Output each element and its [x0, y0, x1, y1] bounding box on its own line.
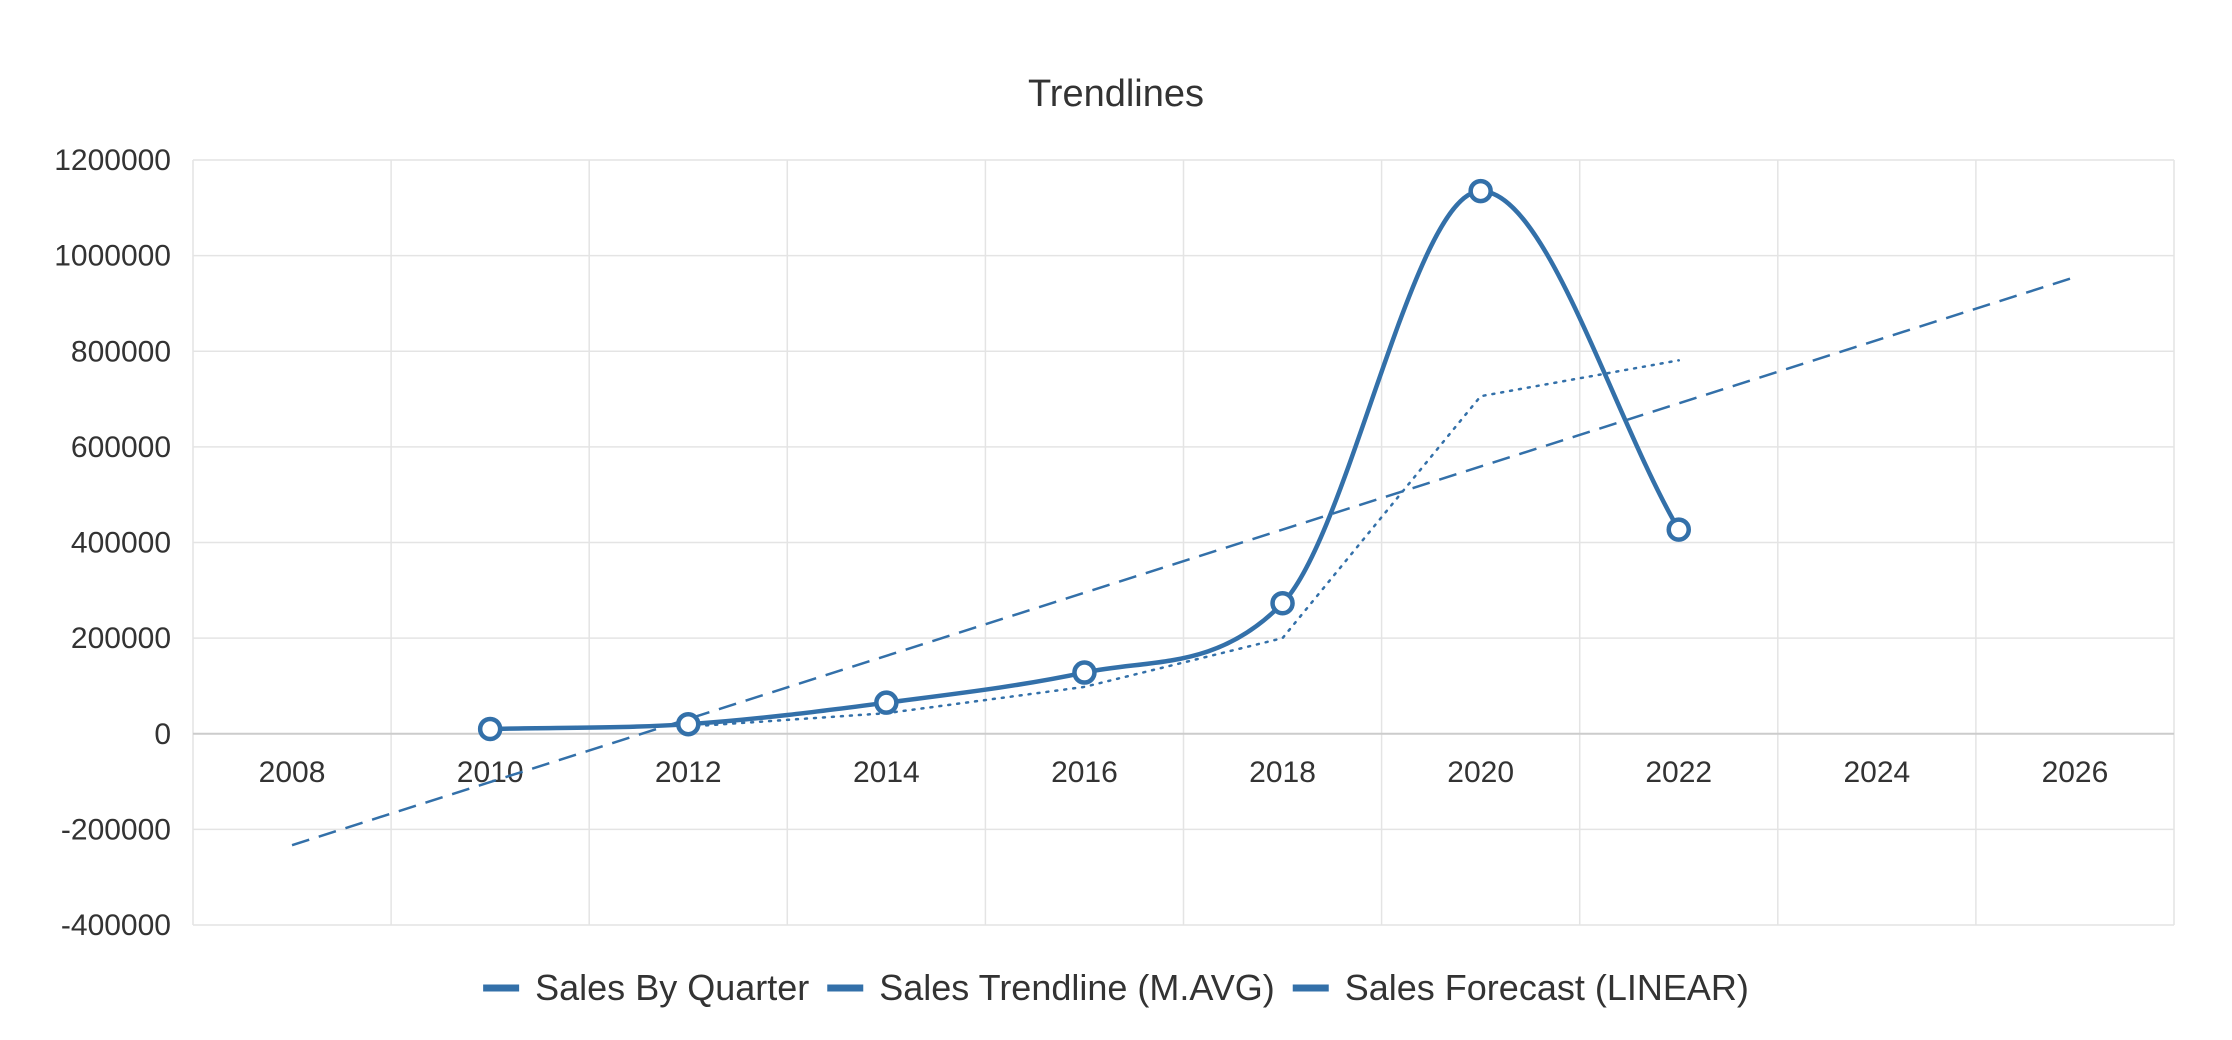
y-tick-label: 800000 [71, 335, 171, 368]
x-tick-label: 2014 [853, 756, 920, 789]
x-tick-label: 2018 [1249, 756, 1316, 789]
legend-item[interactable]: Sales Trendline (M.AVG) [827, 967, 1275, 1008]
data-point[interactable] [1468, 178, 1493, 204]
legend: Sales By Quarter Sales Trendline (M.AVG) S… [483, 967, 1749, 1008]
legend-label: Sales By Quarter [535, 967, 809, 1008]
x-tick-label: 2008 [259, 756, 326, 789]
x-tick-label: 2022 [1645, 756, 1712, 789]
series-line-sales-forecast [291, 275, 2076, 847]
grid [192, 159, 2175, 926]
data-point[interactable] [676, 711, 701, 737]
x-tick-label: 2026 [2042, 756, 2109, 789]
legend-item[interactable]: Sales By Quarter [483, 967, 809, 1008]
y-tick-label: -200000 [61, 813, 171, 846]
x-tick-label: 2020 [1447, 756, 1514, 789]
y-tick-label: 200000 [71, 622, 171, 655]
data-point[interactable] [477, 716, 503, 742]
y-tick-label: 1000000 [54, 240, 171, 273]
series-layer [291, 188, 2076, 847]
axes: -400000 -200000 0 200000 400000 600000 800000 1… [54, 144, 2108, 942]
series-line-sales-by-quarter [487, 188, 1681, 732]
data-point[interactable] [874, 690, 899, 715]
data-point[interactable] [1072, 660, 1097, 685]
y-tick-label: 400000 [71, 527, 171, 560]
y-tick-label: 1200000 [54, 144, 171, 177]
y-tick-label: -400000 [61, 909, 171, 942]
y-tick-label: 0 [154, 718, 171, 751]
legend-label: Sales Trendline (M.AVG) [879, 967, 1274, 1008]
y-tick-label: 600000 [71, 431, 171, 464]
x-tick-label: 2024 [1843, 756, 1910, 789]
x-tick-label: 2012 [655, 756, 722, 789]
chart-title: Trendlines [1028, 73, 1204, 115]
data-point[interactable] [1270, 590, 1295, 616]
legend-label: Sales Forecast (LINEAR) [1345, 967, 1749, 1008]
x-tick-label: 2016 [1051, 756, 1118, 789]
x-tick-label: 2010 [457, 756, 524, 789]
data-point[interactable] [1666, 517, 1691, 542]
legend-item[interactable]: Sales Forecast (LINEAR) [1292, 967, 1749, 1008]
markers [477, 178, 1691, 742]
